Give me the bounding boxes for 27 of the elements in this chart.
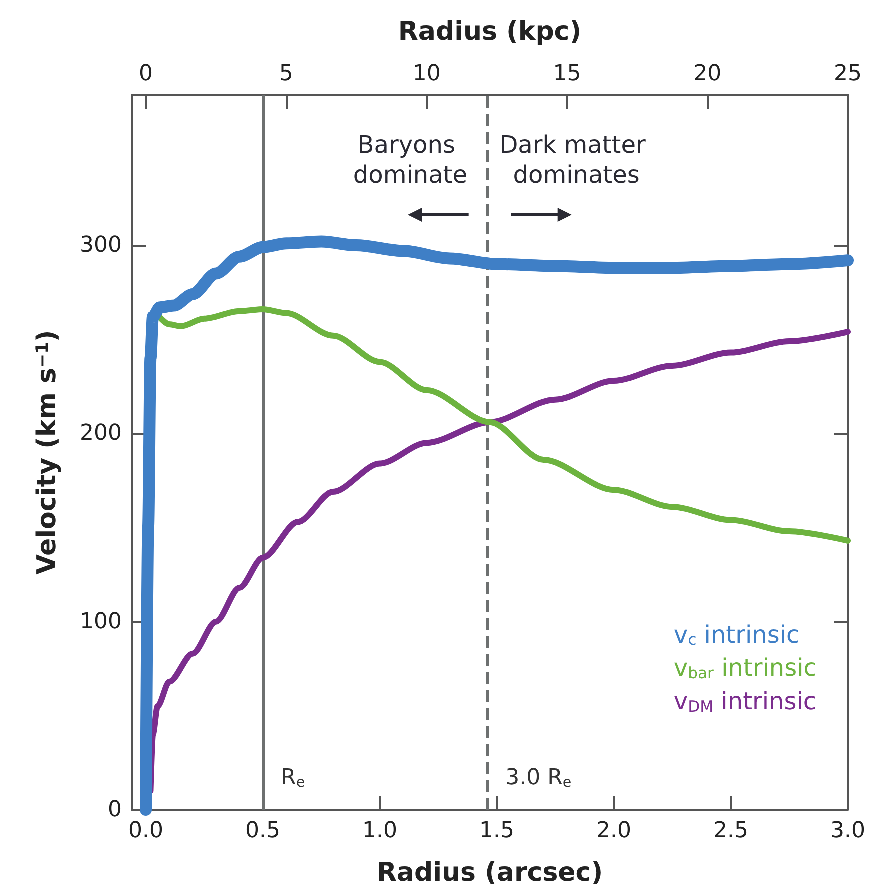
ref-line-label: 3.0 Re bbox=[506, 766, 572, 791]
x-tick-label: 1.5 bbox=[480, 818, 515, 844]
annotation: Baryons dominate bbox=[353, 131, 468, 189]
x-tick-label: 0.0 bbox=[128, 818, 164, 844]
x2-tick-label: 15 bbox=[553, 62, 582, 86]
ref-line-label: Re bbox=[281, 766, 306, 791]
y-axis-title: Velocity (km s−1) bbox=[32, 330, 63, 575]
y-tick-label: 300 bbox=[80, 233, 122, 258]
annotation: Dark matter dominates bbox=[500, 131, 654, 189]
text: vDM intrinsic bbox=[674, 688, 817, 716]
x2-tick-label: 5 bbox=[279, 62, 294, 86]
text: vc intrinsic bbox=[674, 620, 800, 650]
x2-tick-label: 25 bbox=[834, 62, 862, 86]
x2-axis-title: Radius (kpc) bbox=[398, 17, 582, 47]
text: vbar intrinsic bbox=[674, 654, 817, 683]
x-axis-title: Radius (arcsec) bbox=[376, 858, 604, 888]
x-tick-label: 3.0 bbox=[830, 818, 866, 844]
x-tick-label: 2.0 bbox=[596, 818, 632, 844]
y-tick-label: 0 bbox=[108, 798, 122, 822]
x2-tick-label: 0 bbox=[139, 62, 154, 86]
x2-tick-label: 20 bbox=[694, 62, 722, 86]
x2-tick-label: 10 bbox=[412, 62, 441, 86]
x-tick-label: 0.5 bbox=[246, 818, 281, 844]
y-tick-label: 200 bbox=[80, 421, 122, 446]
x-tick-label: 2.5 bbox=[714, 818, 749, 844]
y-tick-label: 100 bbox=[80, 609, 122, 634]
x-tick-label: 1.0 bbox=[362, 818, 398, 844]
